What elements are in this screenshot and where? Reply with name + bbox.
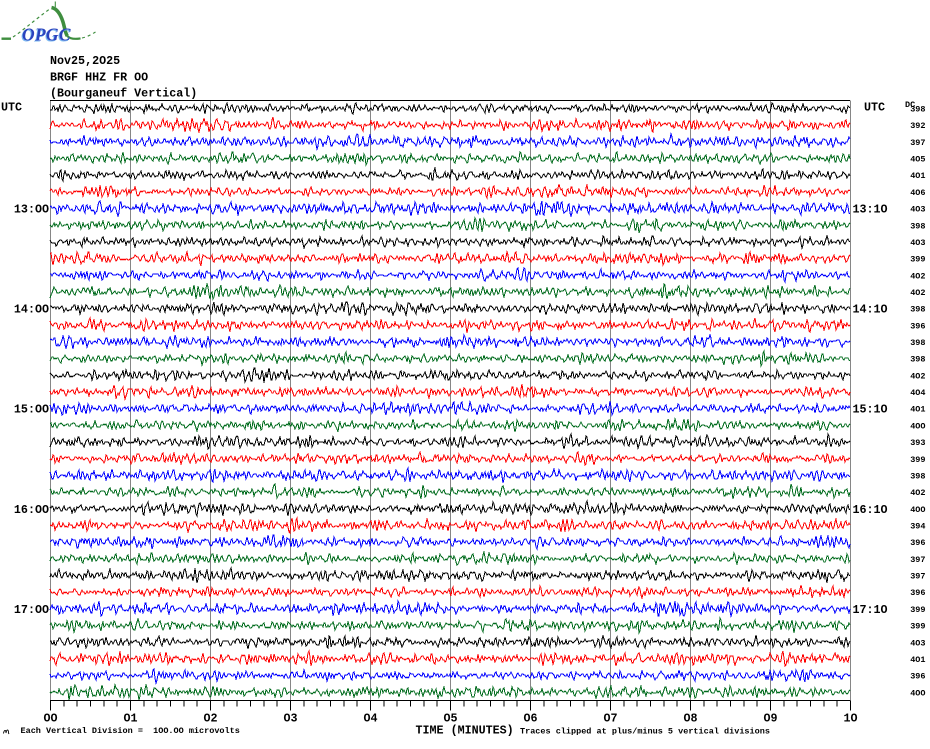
svg-text:399: 399	[910, 255, 925, 265]
svg-text:OPGC: OPGC	[21, 26, 70, 46]
svg-text:396: 396	[910, 538, 925, 548]
svg-text:398: 398	[910, 105, 925, 115]
svg-text:4O3: 4O3	[910, 238, 925, 248]
svg-text:O8: O8	[683, 712, 697, 726]
svg-text:Nov25,2O25: Nov25,2O25	[50, 54, 120, 68]
svg-text:4O1: 4O1	[910, 405, 925, 415]
svg-text:392: 392	[910, 121, 925, 131]
svg-text:4O6: 4O6	[910, 188, 925, 198]
svg-text:4OO: 4OO	[910, 505, 925, 515]
svg-text:UTC: UTC	[864, 101, 885, 115]
svg-text:1O: 1O	[843, 712, 857, 726]
svg-text:4O4: 4O4	[910, 388, 925, 398]
svg-text:4O3: 4O3	[910, 205, 925, 215]
svg-text:16:OO: 16:OO	[14, 503, 49, 517]
svg-text:398: 398	[910, 471, 925, 481]
svg-text:O5: O5	[443, 712, 457, 726]
svg-text:O6: O6	[523, 712, 537, 726]
svg-text:4O2: 4O2	[910, 371, 925, 381]
svg-text:4O1: 4O1	[910, 171, 925, 181]
svg-text:15:1O: 15:1O	[853, 403, 888, 417]
svg-text:16:1O: 16:1O	[853, 503, 888, 517]
svg-text:O1: O1	[123, 712, 137, 726]
svg-text:4OO: 4OO	[910, 688, 925, 698]
svg-text:O7: O7	[603, 712, 617, 726]
svg-text:14:OO: 14:OO	[14, 303, 49, 317]
svg-text:UTC: UTC	[1, 101, 22, 115]
svg-text:394: 394	[910, 522, 925, 532]
svg-text:OPGC: OPGC	[22, 25, 71, 45]
svg-text:396: 396	[910, 672, 925, 682]
svg-text:397: 397	[910, 555, 925, 565]
svg-text:O2: O2	[203, 712, 217, 726]
svg-text:Traces clipped at plus/minus 5: Traces clipped at plus/minus 5 vertical …	[520, 727, 770, 737]
svg-text:4O2: 4O2	[910, 271, 925, 281]
svg-text:13:1O: 13:1O	[853, 203, 888, 217]
svg-text:4O5: 4O5	[910, 155, 925, 165]
svg-text:398: 398	[910, 305, 925, 315]
svg-text:397: 397	[910, 572, 925, 582]
svg-text:399: 399	[910, 605, 925, 615]
svg-text:O4: O4	[363, 712, 377, 726]
svg-text:399: 399	[910, 622, 925, 632]
svg-text:OO: OO	[43, 712, 57, 726]
svg-text:14:1O: 14:1O	[853, 303, 888, 317]
svg-text:4O2: 4O2	[910, 488, 925, 498]
svg-text:4O3: 4O3	[910, 638, 925, 648]
svg-text:4OO: 4OO	[910, 421, 925, 431]
svg-text:393: 393	[910, 438, 925, 448]
svg-text:399: 399	[910, 455, 925, 465]
svg-text:396: 396	[910, 321, 925, 331]
svg-text:O3: O3	[283, 712, 297, 726]
svg-text:17:OO: 17:OO	[14, 603, 49, 617]
svg-text:13:OO: 13:OO	[14, 203, 49, 217]
svg-text:398: 398	[910, 221, 925, 231]
svg-text:398: 398	[910, 338, 925, 348]
svg-text:(Bourganeuf Vertical): (Bourganeuf Vertical)	[50, 87, 197, 101]
svg-text:DC: DC	[905, 100, 915, 110]
svg-text:4O1: 4O1	[910, 655, 925, 665]
svg-text:15:OO: 15:OO	[14, 403, 49, 417]
svg-text:TIME (MINUTES): TIME (MINUTES)	[416, 724, 514, 738]
svg-text:396: 396	[910, 588, 925, 598]
svg-text:BRGF HHZ FR OO: BRGF HHZ FR OO	[50, 71, 148, 85]
svg-text:398: 398	[910, 355, 925, 365]
svg-text:Each Vertical Division = 1OO.: Each Vertical Division = 1OO.OO microvol…	[21, 726, 240, 736]
svg-text:397: 397	[910, 138, 925, 148]
svg-text:O9: O9	[763, 712, 777, 726]
svg-text:17:1O: 17:1O	[853, 603, 888, 617]
svg-text:4O2: 4O2	[910, 288, 925, 298]
